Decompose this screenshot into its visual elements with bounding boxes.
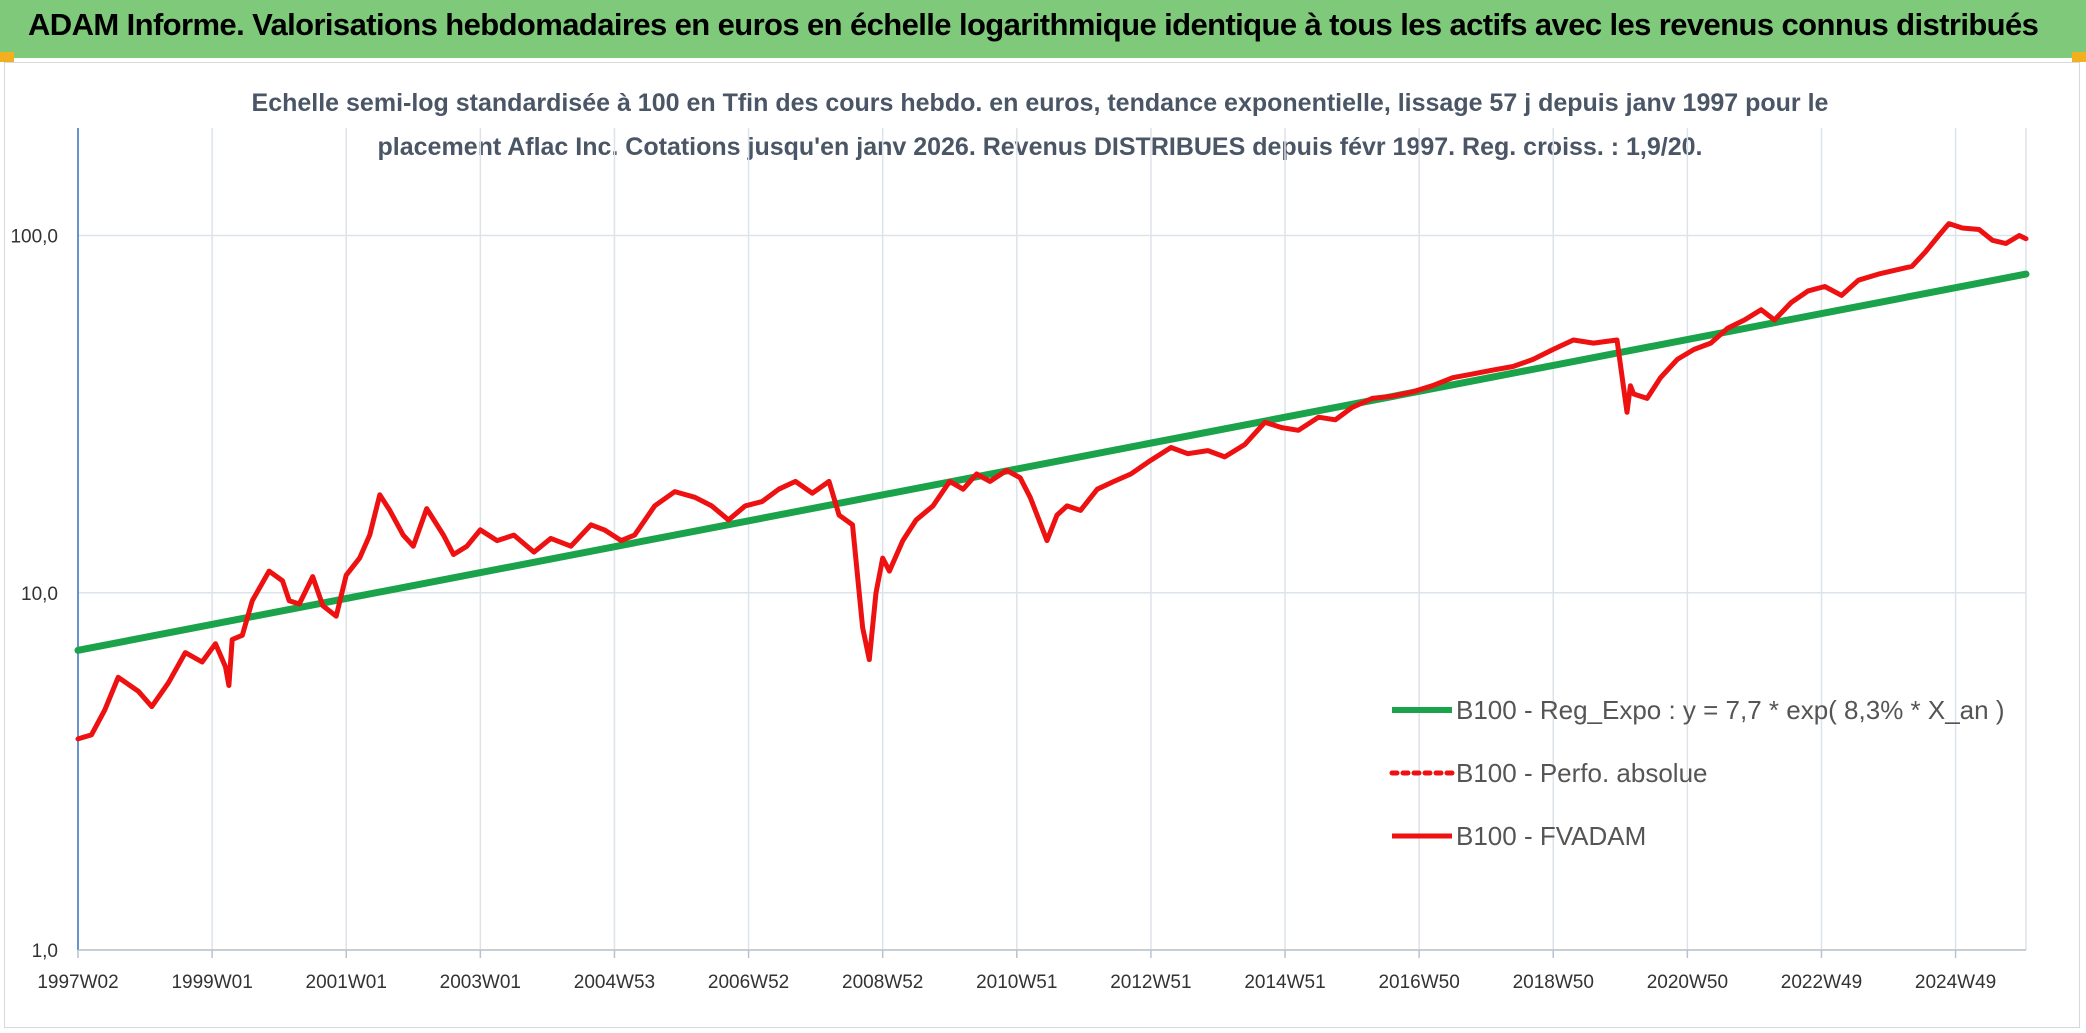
x-tick-label: 2024W49 <box>1915 972 1996 993</box>
x-tick-label: 2001W01 <box>306 972 387 993</box>
x-tick-label: 2008W52 <box>842 972 923 993</box>
x-tick-label: 2004W53 <box>574 972 655 993</box>
x-tick-label: 2003W01 <box>440 972 521 993</box>
y-tick-label: 10,0 <box>21 584 58 605</box>
x-tick-label: 2006W52 <box>708 972 789 993</box>
x-tick-label: 2020W50 <box>1647 972 1728 993</box>
chart-title-line-2: placement Aflac Inc. Cotations jusqu'en … <box>377 133 1703 161</box>
legend-label: B100 - Reg_Expo : y = 7,7 * exp( 8,3% * … <box>1456 695 2005 725</box>
corner-marker-left <box>0 52 14 62</box>
y-tick-label: 1,0 <box>32 941 58 962</box>
report-title: ADAM Informe. Valorisations hebdomadaire… <box>28 7 2039 42</box>
regression-trend-line <box>74 270 2030 654</box>
legend-label: B100 - FVADAM <box>1456 821 1646 851</box>
x-tick-label: 2018W50 <box>1513 972 1594 993</box>
x-tick-label: 1999W01 <box>171 972 252 993</box>
x-tick-label: 2012W51 <box>1110 972 1191 993</box>
x-tick-label: 2014W51 <box>1244 972 1325 993</box>
x-tick-label: 2016W50 <box>1378 972 1459 993</box>
chart-frame <box>4 62 2080 1028</box>
y-tick-label: 100,0 <box>10 227 58 248</box>
chart-title-line-1: Echelle semi-log standardisée à 100 en T… <box>251 89 1829 117</box>
series-layer <box>74 221 2030 742</box>
legend-label: B100 - Perfo. absolue <box>1456 758 1708 788</box>
corner-marker-right <box>2072 52 2086 62</box>
x-tick-label: 1997W02 <box>37 972 118 993</box>
x-tick-label: 2022W49 <box>1781 972 1862 993</box>
fvadam-series-line <box>75 221 2029 742</box>
legend-layer: B100 - Reg_Expo : y = 7,7 * exp( 8,3% * … <box>1389 695 2005 851</box>
report-header: ADAM Informe. Valorisations hebdomadaire… <box>0 0 2086 58</box>
axis-layer: 1997W02 1999W01 2001W01 2003W01 2004W53 2006W… <box>10 128 2026 993</box>
x-tick-label: 2010W51 <box>976 972 1057 993</box>
